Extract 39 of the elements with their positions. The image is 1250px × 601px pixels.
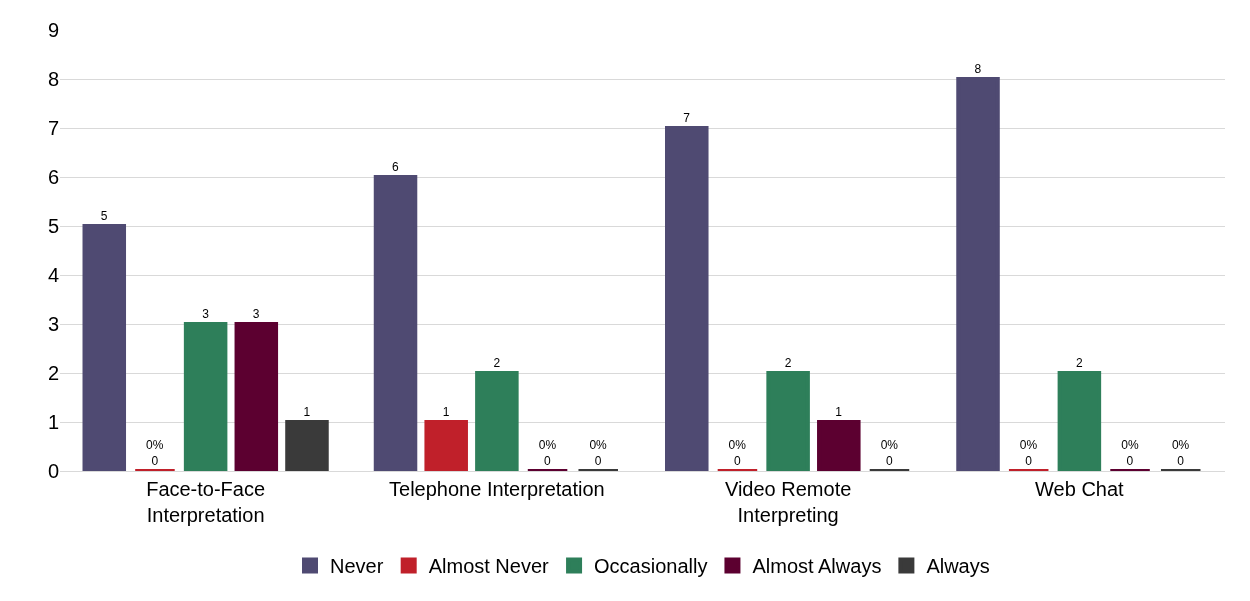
x-tick-label: Telephone Interpretation: [389, 478, 605, 500]
data-label: 1: [442, 405, 450, 419]
data-label: 3: [202, 307, 210, 321]
y-tick-label: 6: [47, 166, 59, 188]
data-label: 1: [303, 405, 311, 419]
data-label: 0% 0: [1019, 438, 1038, 468]
y-tick-label: 5: [47, 215, 59, 237]
y-tick-label: 7: [47, 117, 59, 139]
x-tick-label: Face-to-Face Interpretation: [146, 478, 266, 526]
y-tick-label: 0: [47, 460, 59, 482]
data-label: 0% 0: [146, 438, 164, 468]
data-label: 1: [835, 405, 843, 419]
y-tick-label: 3: [47, 313, 59, 335]
y-tick-label: 1: [47, 411, 59, 433]
data-label: 2: [493, 356, 501, 370]
x-tick-label: Video Remote Interpreting: [724, 478, 852, 526]
data-label: 2: [784, 356, 792, 370]
data-label: 5: [100, 209, 108, 223]
y-tick-label: 9: [47, 19, 59, 41]
data-label: 7: [683, 111, 691, 125]
y-tick-label: 8: [47, 68, 59, 90]
legend-label: Never: [330, 555, 384, 578]
y-tick-label: 2: [47, 362, 59, 384]
x-tick-label: Web Chat: [1035, 478, 1125, 500]
data-label: 0% 0: [880, 438, 899, 468]
data-label: 2: [1075, 356, 1083, 370]
data-label: 0% 0: [538, 438, 557, 468]
legend-label: Occasionally: [594, 555, 708, 578]
data-label: 0% 0: [1121, 438, 1139, 468]
data-label: 0% 0: [589, 438, 608, 468]
legend-label: Always: [926, 555, 990, 578]
data-label: 0% 0: [1171, 438, 1190, 468]
data-label: 8: [974, 62, 982, 76]
data-label: 0% 0: [728, 438, 747, 468]
legend-label: Almost Never: [428, 555, 550, 578]
y-tick-label: 4: [47, 264, 59, 286]
data-label: 3: [252, 307, 260, 321]
data-label: 6: [392, 160, 400, 174]
legend-label: Almost Always: [752, 555, 882, 578]
